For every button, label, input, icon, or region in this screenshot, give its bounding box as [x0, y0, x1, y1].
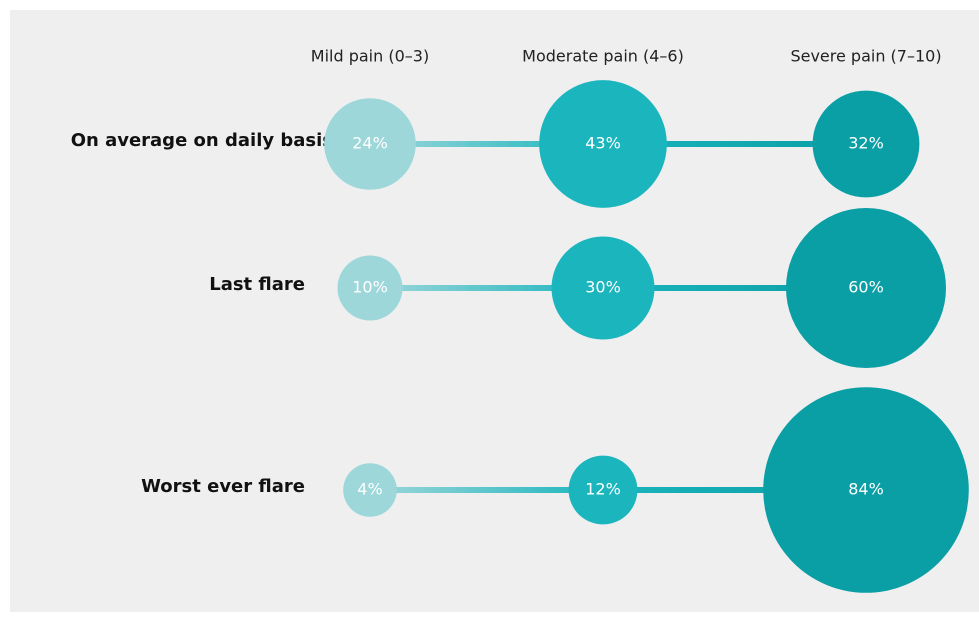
column-header: Severe pain (7–10)	[790, 47, 941, 66]
value-label: 4%	[357, 480, 382, 499]
column-header: Moderate pain (4–6)	[522, 47, 684, 66]
value-label: 10%	[352, 278, 388, 297]
connector	[603, 285, 866, 291]
value-label: 24%	[352, 134, 388, 153]
value-label: 43%	[585, 134, 621, 153]
bubble	[568, 455, 638, 525]
bubble	[337, 255, 403, 321]
value-label: 32%	[848, 134, 884, 153]
connector	[370, 141, 603, 147]
bubble	[324, 98, 416, 190]
column-header: Mild pain (0–3)	[311, 47, 429, 66]
connector	[603, 141, 866, 147]
value-label: 12%	[585, 480, 621, 499]
row-label: Worst ever flare	[141, 476, 305, 497]
value-label: 84%	[848, 480, 884, 499]
bubble	[539, 80, 667, 208]
bubble	[551, 236, 655, 340]
value-label: 60%	[848, 278, 884, 297]
bubble	[343, 463, 397, 517]
row-label: On average on daily basis	[71, 130, 333, 151]
value-label: 30%	[585, 278, 621, 297]
bubble	[812, 90, 920, 198]
bubble	[763, 387, 969, 593]
row-label: Last flare	[209, 274, 305, 295]
connector	[370, 285, 603, 291]
connector	[603, 487, 866, 493]
connector	[370, 487, 603, 493]
bubble	[786, 208, 946, 368]
